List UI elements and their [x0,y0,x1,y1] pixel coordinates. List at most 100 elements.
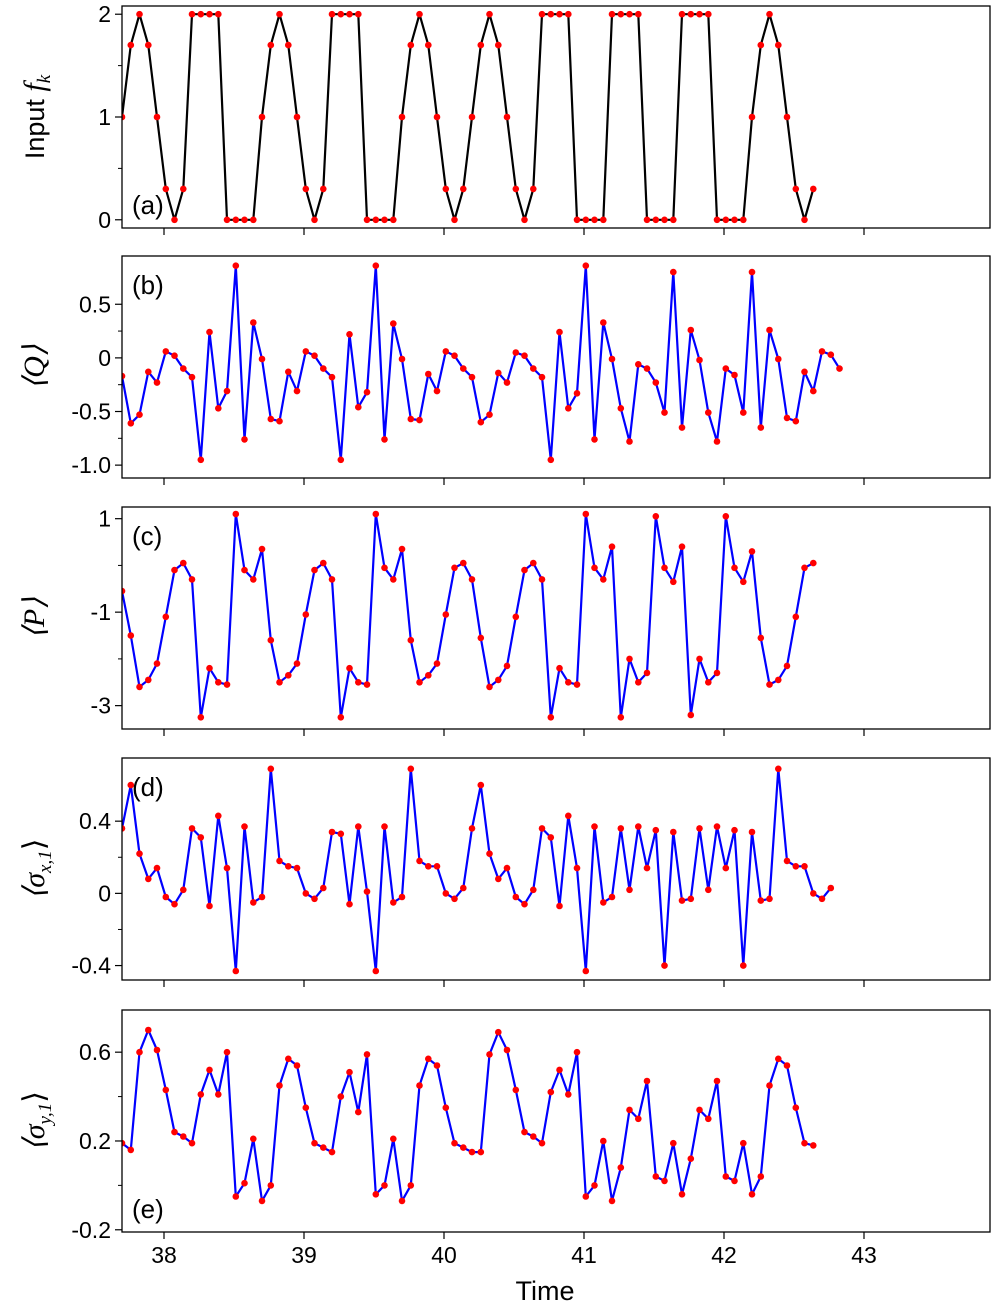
data-point [346,900,353,908]
data-point [267,1182,275,1189]
data-point [188,1139,196,1147]
data-point [416,1082,423,1089]
data-point [530,1133,537,1140]
data-point [122,372,126,380]
data-point [503,662,511,670]
data-point [801,863,808,870]
data-point [136,683,143,691]
data-point [416,679,423,686]
data-point [486,10,493,18]
data-point [215,812,222,820]
data-point [451,216,458,224]
data-point [250,576,257,583]
data-point [337,456,345,464]
data-point [486,850,493,857]
data-point [635,679,642,686]
data-point [582,967,590,975]
data-point [223,681,231,688]
data-point [276,417,283,425]
data-point [661,409,668,416]
data-point [801,368,808,376]
data-point [810,559,817,567]
data-point [267,636,275,644]
data-point [643,1077,651,1085]
series [122,765,835,975]
data-point [731,1177,738,1185]
data-point [460,185,467,193]
data-point [495,1028,502,1036]
data-point [267,765,275,773]
y-tick-label: 0.4 [79,808,111,834]
data-point [302,348,310,355]
y-tick-label: -0.2 [71,1217,111,1243]
data-point [818,895,826,903]
data-point [302,611,310,618]
y-axis-label-symbol: ⟨σ [18,872,51,900]
data-point [696,655,703,663]
data-point [766,895,773,903]
data-point [337,1093,345,1100]
data-point [363,388,371,396]
data-point [740,409,747,416]
data-point [320,559,327,567]
data-point [363,888,371,895]
data-point [696,356,703,364]
data-point [582,262,590,270]
data-point [241,566,248,574]
data-point [740,216,747,224]
data-point [451,564,458,572]
y-tick-label: 0.6 [79,1039,111,1065]
data-point [407,415,415,423]
data-point [547,834,555,841]
data-point [127,1146,135,1154]
data-point [687,326,695,334]
data-point [372,262,380,270]
data-point [372,216,380,224]
data-point [215,679,222,686]
data-point [810,1142,817,1149]
data-point [328,373,336,381]
data-point [171,216,178,224]
data-point [538,1139,546,1147]
data-point [197,714,205,721]
x-tick-label: 43 [851,1242,877,1268]
data-point [495,41,502,49]
plot-frame [121,757,991,981]
data-point [363,681,371,688]
data-point [740,962,747,969]
data-point [503,113,511,121]
data-point [188,576,196,583]
panel-tag: (d) [132,772,164,802]
y-tick-label: -0.5 [71,399,111,425]
y-tick-label: -3 [91,693,111,719]
data-point [223,216,231,224]
data-point [792,1104,800,1111]
data-point [460,884,467,892]
data-point [713,1077,721,1085]
panel-c: 1 -1 -3 (c) ⟨P⟩ [18,506,991,736]
x-tick-label: 42 [711,1242,737,1268]
data-point [171,900,178,908]
data-point [232,1193,240,1200]
data-point [468,1148,476,1156]
data-point [127,632,135,639]
data-point [582,1193,590,1200]
data-point [197,1091,205,1098]
data-point [670,216,677,224]
data-point [390,576,397,583]
data-point [591,823,598,830]
plot-frame [121,506,991,730]
data-point [678,10,686,18]
data-point [232,510,240,518]
y-tick-label: 2 [98,1,111,27]
data-point [635,1115,642,1123]
data-point [285,41,292,49]
series [122,1026,817,1205]
x-tick-label: 41 [571,1242,597,1268]
data-point [337,714,345,721]
data-point [311,1139,318,1147]
plot-frame [121,1009,991,1233]
data-point [381,1182,388,1189]
data-point [250,216,257,224]
data-point [398,893,406,901]
